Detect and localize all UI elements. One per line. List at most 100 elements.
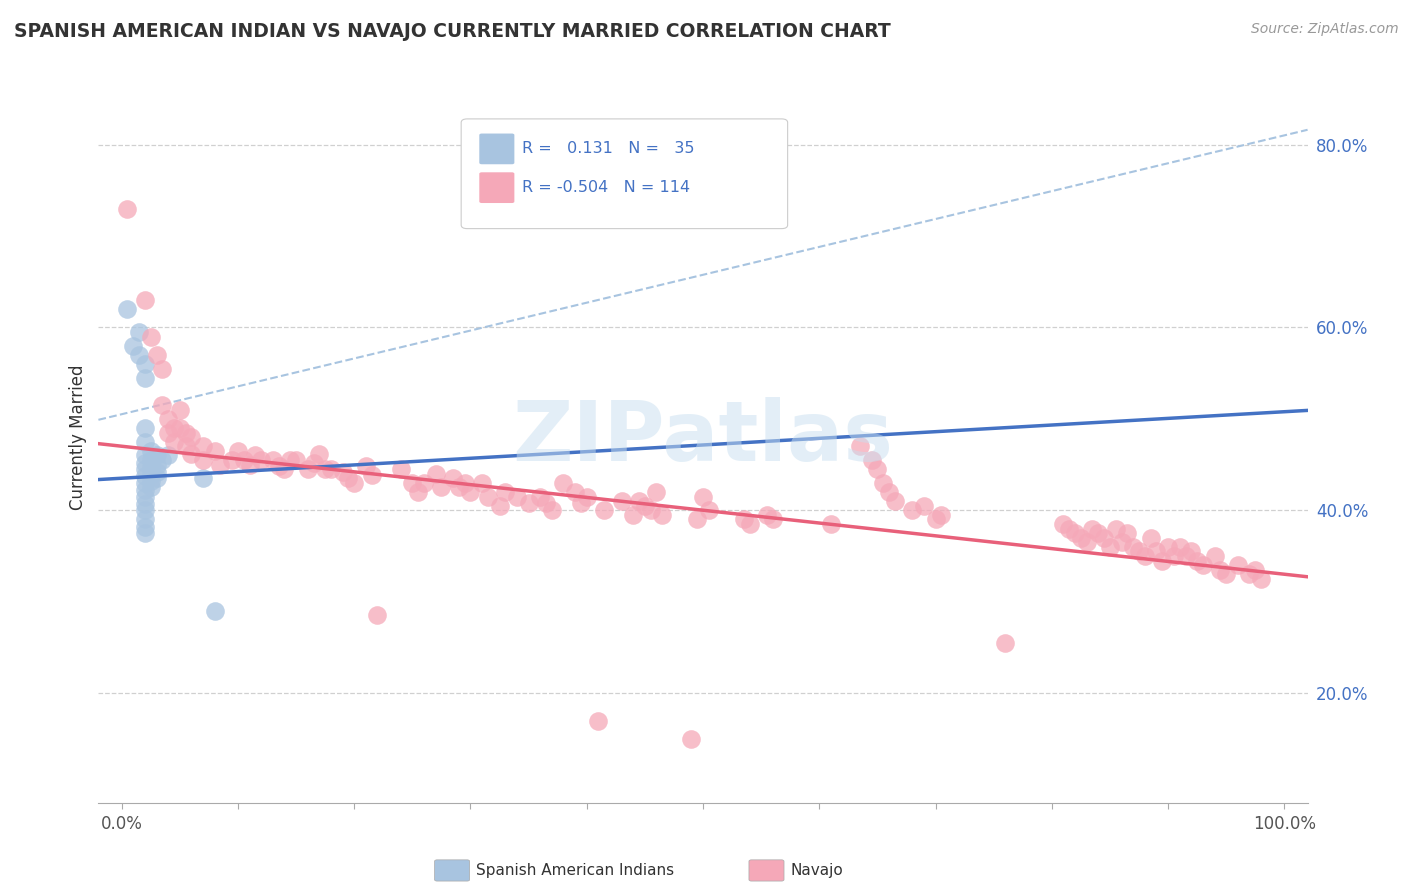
Point <box>1087 526 1109 541</box>
Point <box>157 448 180 462</box>
Point <box>931 508 953 522</box>
Point <box>1070 531 1092 545</box>
Point <box>134 497 156 511</box>
Point <box>640 503 662 517</box>
Point <box>1157 540 1180 554</box>
Point <box>692 490 714 504</box>
Point <box>139 443 162 458</box>
Point <box>1209 563 1232 577</box>
Point <box>755 508 778 522</box>
Point <box>1168 540 1191 554</box>
Point <box>308 446 330 460</box>
Point <box>139 453 162 467</box>
Point <box>209 458 232 472</box>
Point <box>163 421 186 435</box>
Point <box>860 453 883 467</box>
Point <box>738 516 761 531</box>
Point <box>517 496 540 510</box>
Point <box>1092 531 1115 545</box>
Point <box>872 475 894 490</box>
Point <box>117 302 139 317</box>
Point <box>134 462 156 476</box>
Point <box>354 459 377 474</box>
Point <box>297 462 319 476</box>
Point <box>145 348 167 362</box>
Point <box>621 508 644 522</box>
Point <box>122 339 145 353</box>
FancyBboxPatch shape <box>479 134 515 164</box>
Point <box>150 361 173 376</box>
Point <box>1111 535 1133 549</box>
Point <box>553 475 575 490</box>
Point <box>278 453 301 467</box>
Point <box>134 370 156 384</box>
Point <box>128 325 150 339</box>
Point <box>477 490 499 504</box>
Point <box>1081 521 1104 535</box>
Point <box>145 465 167 479</box>
Point <box>267 459 290 474</box>
FancyBboxPatch shape <box>749 860 785 881</box>
Point <box>1215 567 1237 582</box>
Text: Spanish American Indians: Spanish American Indians <box>475 863 673 878</box>
Point <box>1239 567 1261 582</box>
Point <box>134 475 156 490</box>
Point <box>849 439 872 453</box>
Point <box>575 490 598 504</box>
Point <box>139 460 162 475</box>
Text: Navajo: Navajo <box>790 863 842 878</box>
Text: ZIPatlas: ZIPatlas <box>513 397 893 477</box>
Point <box>134 519 156 533</box>
Point <box>1122 540 1144 554</box>
Point <box>494 485 516 500</box>
Point <box>150 453 173 467</box>
Point <box>883 494 905 508</box>
Point <box>134 448 156 462</box>
Point <box>134 490 156 504</box>
Point <box>1133 549 1156 563</box>
Point <box>1226 558 1249 573</box>
Point <box>529 490 551 504</box>
Text: R = -0.504   N = 114: R = -0.504 N = 114 <box>522 180 690 195</box>
Point <box>174 439 197 453</box>
Point <box>733 512 755 526</box>
Point <box>651 508 673 522</box>
Text: SPANISH AMERICAN INDIAN VS NAVAJO CURRENTLY MARRIED CORRELATION CHART: SPANISH AMERICAN INDIAN VS NAVAJO CURREN… <box>14 22 891 41</box>
Point <box>204 443 226 458</box>
Point <box>447 480 470 494</box>
Point <box>540 503 562 517</box>
Point <box>134 293 156 307</box>
Point <box>314 462 336 476</box>
Point <box>1185 553 1208 567</box>
Point <box>413 475 436 490</box>
Point <box>134 421 156 435</box>
Point <box>232 453 254 467</box>
Point <box>150 398 173 412</box>
Point <box>645 485 668 500</box>
Point <box>1105 521 1128 535</box>
Point <box>337 471 360 485</box>
Point <box>593 503 616 517</box>
Point <box>285 453 308 467</box>
Point <box>1128 544 1150 558</box>
Point <box>1098 540 1121 554</box>
Point <box>389 462 412 476</box>
Point <box>302 456 325 470</box>
Point <box>1163 549 1185 563</box>
Point <box>1052 516 1074 531</box>
Point <box>134 469 156 483</box>
Point <box>1192 558 1215 573</box>
FancyBboxPatch shape <box>461 119 787 228</box>
Point <box>139 467 162 481</box>
Point <box>681 731 703 746</box>
Point <box>1204 549 1226 563</box>
Point <box>145 448 167 462</box>
Point <box>924 512 946 526</box>
Point <box>157 425 180 440</box>
Point <box>425 467 447 481</box>
Point <box>1180 544 1202 558</box>
Point <box>1139 531 1161 545</box>
Point <box>180 446 202 460</box>
Point <box>273 462 295 476</box>
Point <box>994 636 1017 650</box>
